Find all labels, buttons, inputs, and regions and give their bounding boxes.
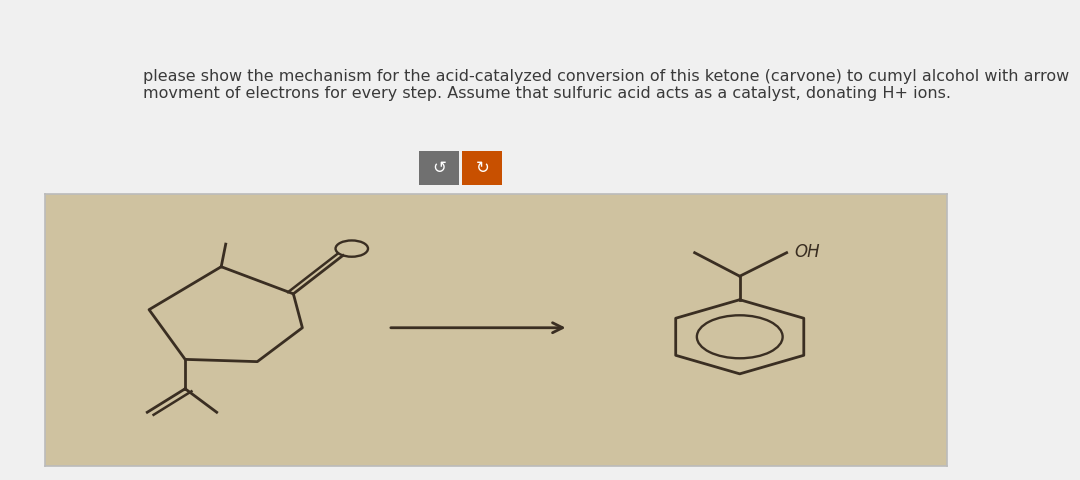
Text: ↻: ↻ [475, 159, 489, 177]
Text: OH: OH [794, 243, 820, 261]
Text: ↺: ↺ [432, 159, 446, 177]
Text: please show the mechanism for the acid-catalyzed conversion of this ketone (carv: please show the mechanism for the acid-c… [144, 69, 1069, 101]
